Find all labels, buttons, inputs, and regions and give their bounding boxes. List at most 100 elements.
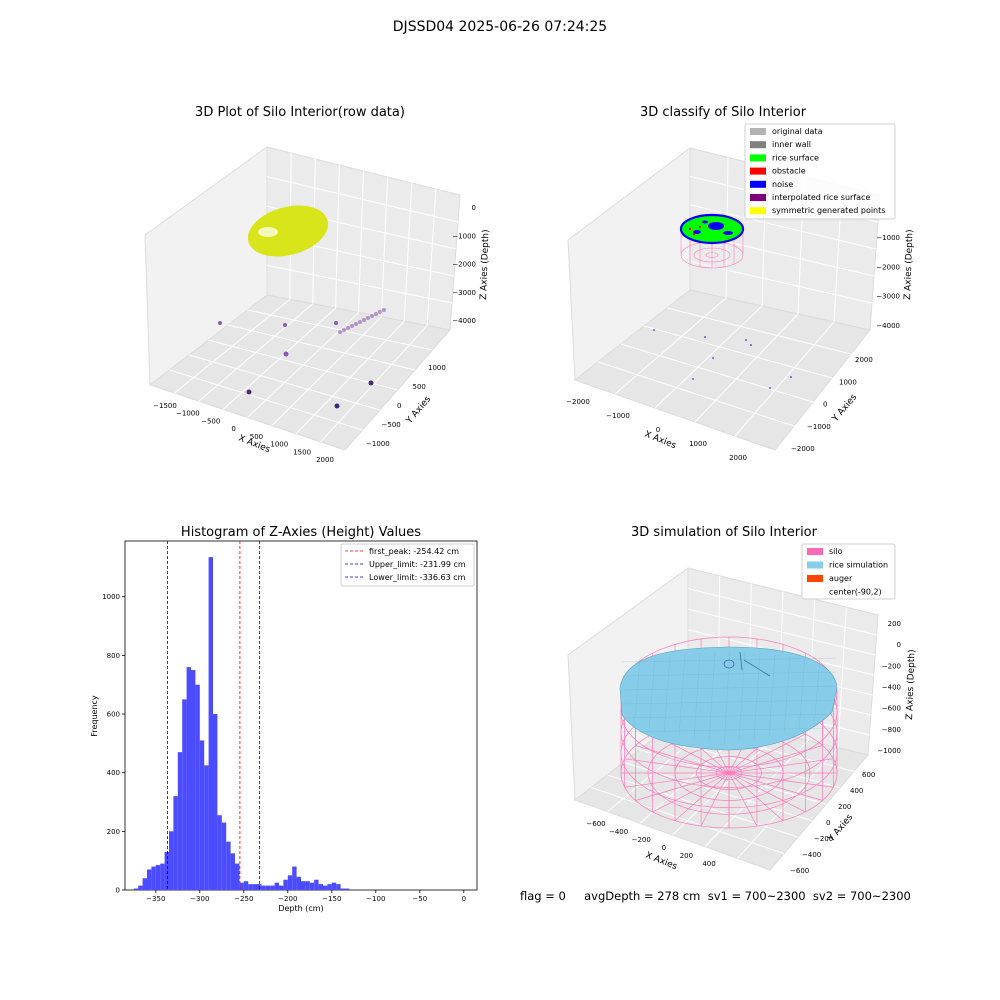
grid-line <box>666 307 852 355</box>
simulation-ytick-label: 200 <box>838 803 851 811</box>
histogram-bar <box>257 884 262 890</box>
histogram-bar <box>309 882 315 890</box>
classify-xlabel: X Axies <box>643 430 678 452</box>
classify-legend-item-label: symmetric generated points <box>772 206 885 215</box>
classify-ylabel: Y Axies <box>830 392 859 424</box>
classify-legend-item-swatch <box>750 141 766 149</box>
simulation-ytick-label: −200 <box>814 835 833 843</box>
raw-xtick-label: −500 <box>201 417 220 425</box>
histogram-bar <box>204 765 209 890</box>
grid-line <box>188 354 381 411</box>
histogram-ylabel: Frequency <box>90 695 99 737</box>
simulation-auger <box>723 651 771 677</box>
classify-noise-patches <box>693 220 733 235</box>
grid-line <box>687 608 876 656</box>
histogram-bar <box>292 866 297 890</box>
histogram-vlines <box>167 541 261 890</box>
grid-line <box>403 182 413 322</box>
grid-line <box>614 297 727 395</box>
histogram-ytick-label: 200 <box>107 828 120 836</box>
classify-ytick-label: −1000 <box>807 423 831 431</box>
histogram-bar <box>221 822 227 890</box>
histogram-legend: first_peak: -254.42 cm Upper_limit: -231.… <box>340 543 475 587</box>
grid-line <box>335 164 340 309</box>
raw-xtick-label: 500 <box>250 433 263 441</box>
classify-legend-item-label: original data <box>772 127 823 136</box>
histogram-xlabel: Depth (cm) <box>278 904 323 913</box>
histogram-bar <box>195 684 200 890</box>
classify-ztick-label: −1000 <box>876 234 900 242</box>
histogram-bar <box>270 885 275 890</box>
classify-legend: original data inner wall rice surface obsta… <box>744 123 896 220</box>
rice-mesh-line <box>753 652 761 740</box>
simulation-legend-item-label: silo <box>829 547 843 556</box>
histogram-xtick-label: −250 <box>234 895 253 903</box>
rice-mesh-line <box>621 699 837 705</box>
histogram-legend-label: Upper_limit: -231.99 cm <box>369 560 466 569</box>
classify-legend-item-swatch <box>750 154 766 162</box>
histogram-bar <box>142 878 147 890</box>
classify-xtick-label: 1000 <box>689 440 707 448</box>
histogram-bar <box>191 670 196 890</box>
histogram-bar <box>155 865 161 890</box>
grid-line <box>623 761 813 822</box>
raw-sparse-points <box>218 308 386 409</box>
classify-legend-item-swatch <box>750 128 766 135</box>
simulation-legend-item-swatch <box>807 548 823 555</box>
classify-legend-item-swatch <box>750 180 766 188</box>
histogram-bar <box>243 881 249 890</box>
rice-mesh-line <box>798 657 806 731</box>
simulation-xtick-label: 0 <box>662 844 666 852</box>
rice-mesh-line <box>813 658 821 728</box>
classify-xtick-label: −1000 <box>606 412 630 420</box>
classify-legend-box <box>744 123 896 220</box>
classify-legend-item-label: obstacle <box>772 167 806 176</box>
simulation-xtick-labels: −600 −400 −200 0 200 400 <box>586 820 715 868</box>
simulation-ztick-labels: 200 0 −200 −400 −600 −800 −1000 <box>877 620 901 755</box>
raw-xtick-label: 2000 <box>316 456 334 464</box>
raw-xtick-label: 1500 <box>293 448 311 456</box>
simulation-xtick-label: 400 <box>702 860 715 868</box>
raw-xtick-labels: −1500−1000−500 0 500 1000 1500 2000 <box>153 402 334 464</box>
grid-line <box>687 588 877 636</box>
histogram-bar <box>151 866 156 890</box>
histogram-xticks: −350 −300 −250 −200 −150 −100 −50 0 <box>146 890 466 903</box>
silo-floor-spoke <box>652 772 730 813</box>
silo-floor-spoke <box>728 772 784 821</box>
rice-mesh-line <box>648 657 656 731</box>
histogram-xtick-label: −350 <box>146 895 165 903</box>
simulation-xtick-label: −400 <box>609 828 628 836</box>
rice-mesh-line <box>621 671 837 677</box>
histogram-bar <box>133 888 139 890</box>
classify-legend-item-swatch <box>750 167 766 175</box>
histogram-bar <box>182 699 187 890</box>
histogram-ytick-label: 0 <box>116 887 120 895</box>
histogram-xtick-label: 0 <box>462 895 466 903</box>
classify-legend-item-label: inner wall <box>772 140 811 149</box>
raw-ylabel: Y Axies <box>404 394 433 426</box>
classify-ytick-label: 1000 <box>839 378 857 386</box>
histogram-ytick-label: 1000 <box>102 593 120 601</box>
simulation-ztick-label: −600 <box>882 705 901 713</box>
histogram-yticks: 0 200 400 600 800 1000 <box>102 593 125 895</box>
simulation-legend-item-label: rice simulation <box>829 561 888 570</box>
simulation-legend-item-label: center(-90,2) <box>829 588 882 597</box>
grid-line <box>380 176 389 317</box>
histogram-bar <box>323 885 328 890</box>
panel-classify-3d: 3D classify of Silo Interior <box>566 105 915 462</box>
silo-floor-spoke <box>728 758 834 774</box>
histogram-bar <box>305 881 310 890</box>
raw-xtick-label: 1000 <box>270 441 288 449</box>
rice-mesh-line <box>663 655 671 734</box>
histogram-bar <box>318 884 323 890</box>
histogram-legend-label: Lower_limit: -336.63 cm <box>369 573 466 582</box>
grid-line <box>837 607 847 748</box>
histogram-bar <box>235 863 240 890</box>
classify-legend-item-label: rice surface <box>772 153 819 162</box>
status-line: flag = 0 avgDepth = 278 cm sv1 = 700~230… <box>520 889 911 903</box>
silo-floor-spoke <box>674 772 730 821</box>
classify-xtick-labels: −2000 −1000 0 1000 2000 <box>566 398 747 462</box>
panel-simulation-3d: 3D simulation of Silo Interior silo rice … <box>567 525 917 875</box>
simulation-xtick-label: −200 <box>632 836 651 844</box>
